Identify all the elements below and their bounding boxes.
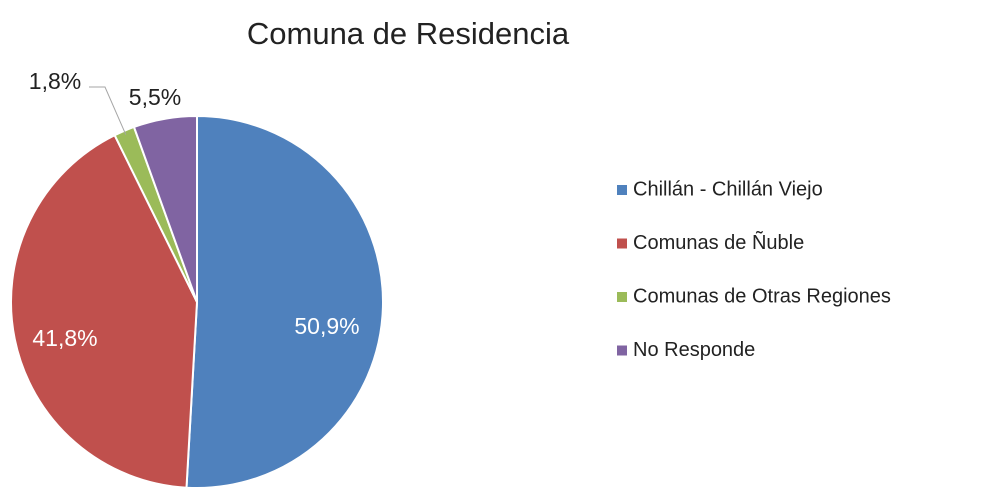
legend-label: Chillán - Chillán Viejo	[633, 178, 823, 200]
legend-swatch	[617, 292, 627, 302]
data-label: 5,5%	[129, 84, 181, 110]
leader-line	[89, 86, 127, 135]
legend-label: No Responde	[633, 339, 755, 361]
pie-slice	[132, 114, 198, 303]
legend-label: Comunas de Otras Regiones	[633, 285, 891, 307]
pie-slice	[185, 114, 384, 489]
legend-swatch	[617, 345, 627, 356]
data-label: 1,8%	[29, 68, 81, 94]
chart-title: Comuna de Residencia	[247, 16, 570, 51]
legend-swatch	[617, 238, 627, 249]
legend-label: Comunas de Ñuble	[633, 230, 804, 254]
data-label: 50,9%	[294, 313, 359, 339]
data-label: 41,8%	[32, 325, 97, 351]
legend-swatch	[617, 185, 627, 195]
pie-slice	[10, 133, 199, 489]
